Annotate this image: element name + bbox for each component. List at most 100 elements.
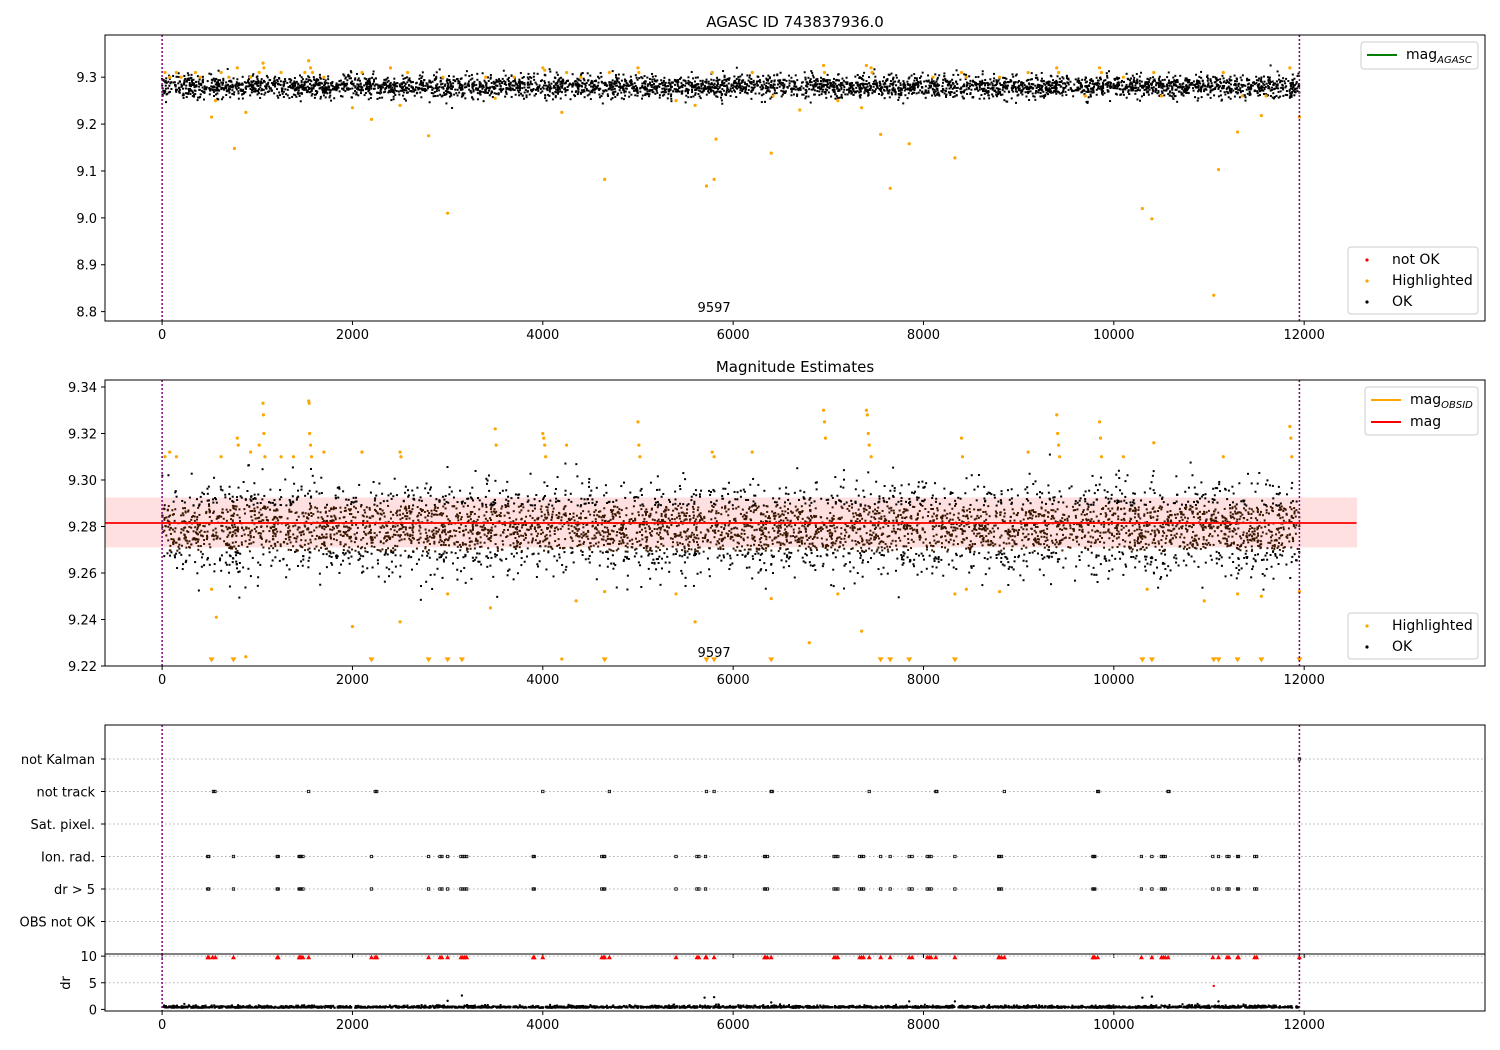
ok-point: [1240, 567, 1243, 570]
ok-point: [1005, 85, 1008, 88]
ok-point: [861, 74, 864, 77]
ok-point: [1141, 86, 1144, 89]
ok-point: [1145, 81, 1148, 84]
ok-point: [203, 98, 206, 101]
ok-point: [225, 85, 228, 88]
ok-point: [321, 91, 324, 94]
ok-point: [849, 90, 852, 93]
ok-point: [1116, 76, 1119, 79]
ok-point: [265, 74, 268, 77]
ok-point: [813, 545, 816, 548]
ok-point: [862, 83, 865, 86]
ok-point: [828, 529, 831, 532]
ok-point: [758, 79, 761, 82]
ok-point: [1017, 87, 1020, 90]
ok-point: [843, 88, 846, 91]
ok-point: [1095, 498, 1098, 501]
ok-point: [442, 558, 445, 561]
ok-point: [345, 87, 348, 90]
ok-point: [863, 92, 866, 95]
ok-point: [922, 500, 925, 503]
ok-point: [404, 77, 407, 80]
ok-point: [1020, 81, 1023, 84]
ok-point: [600, 95, 603, 98]
ok-point: [458, 81, 461, 84]
ok-point: [660, 91, 663, 94]
ok-point: [201, 79, 204, 82]
ok-point: [273, 77, 276, 80]
ok-point: [292, 533, 295, 536]
ok-point: [1058, 77, 1061, 80]
ok-point: [949, 94, 952, 97]
ok-point: [1115, 77, 1118, 80]
ok-point: [221, 524, 224, 527]
ok-point: [302, 87, 305, 90]
ok-point: [887, 92, 890, 95]
ok-point: [1005, 77, 1008, 80]
ok-point: [648, 78, 651, 81]
ok-point: [782, 78, 785, 81]
ok-point: [526, 83, 529, 86]
ok-point: [582, 82, 585, 85]
ok-point: [216, 87, 219, 90]
ok-point: [983, 87, 986, 90]
ok-point: [841, 81, 844, 84]
ok-point: [1181, 83, 1184, 86]
ok-point: [564, 81, 567, 84]
ok-point: [1003, 99, 1006, 102]
ok-point: [247, 79, 250, 82]
ok-point: [475, 521, 478, 524]
ok-point: [416, 91, 419, 94]
ok-point: [529, 82, 532, 85]
ok-point: [1149, 487, 1152, 490]
ok-point: [388, 90, 391, 93]
ok-point: [1246, 86, 1249, 89]
ok-point: [903, 82, 906, 85]
ok-point: [1279, 79, 1282, 82]
ok-point: [1069, 80, 1072, 83]
ok-point: [692, 95, 695, 98]
ok-point: [325, 81, 328, 84]
ok-point: [677, 90, 680, 93]
ok-point: [882, 83, 885, 86]
ok-point: [852, 87, 855, 90]
ok-point: [454, 88, 457, 91]
ok-point: [910, 74, 913, 77]
ok-point: [911, 91, 914, 94]
ok-point: [739, 75, 742, 78]
ok-point: [474, 469, 477, 472]
ok-point: [1108, 70, 1111, 73]
ok-point: [304, 80, 307, 83]
ok-point: [684, 84, 687, 87]
ok-point: [741, 81, 744, 84]
ok-point: [679, 542, 682, 545]
ok-point: [809, 81, 812, 84]
ok-point: [915, 92, 918, 95]
ok-point: [337, 86, 340, 89]
ok-point: [1161, 91, 1164, 94]
ok-point: [662, 90, 665, 93]
ok-point: [1062, 88, 1065, 91]
ok-point: [610, 81, 613, 84]
ok-point: [644, 80, 647, 83]
ok-point: [688, 81, 691, 84]
ok-point: [1239, 511, 1242, 514]
ok-point: [659, 83, 662, 86]
ok-point: [1290, 82, 1293, 85]
ok-point: [487, 474, 490, 477]
ok-point: [950, 534, 953, 537]
ok-point: [1206, 79, 1209, 82]
ok-point: [691, 88, 694, 91]
ok-point: [357, 87, 360, 90]
ok-point: [897, 86, 900, 89]
ok-point: [1012, 86, 1015, 89]
ok-point: [581, 81, 584, 84]
ok-point: [1125, 87, 1128, 90]
ok-point: [315, 93, 318, 96]
ok-point: [1064, 86, 1067, 89]
ok-point: [231, 92, 234, 95]
ok-point: [813, 83, 816, 86]
ok-point: [1285, 85, 1288, 88]
ok-point: [1121, 79, 1124, 82]
ok-point: [594, 85, 597, 88]
